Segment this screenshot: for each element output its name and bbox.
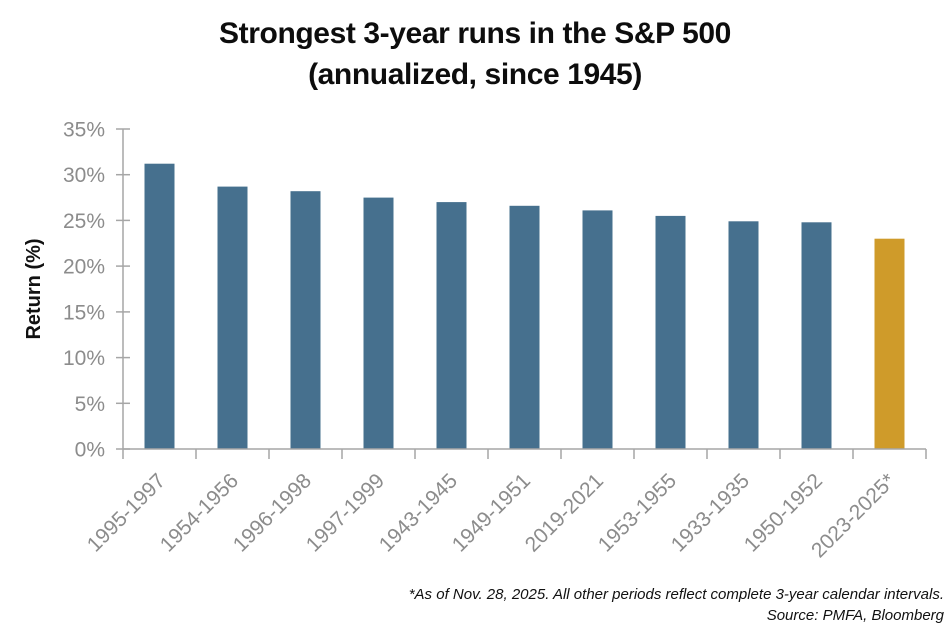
y-tick-label: 0% bbox=[75, 439, 105, 462]
y-tick-label: 10% bbox=[63, 347, 105, 370]
bar-1 bbox=[144, 163, 175, 449]
y-tick-label: 35% bbox=[63, 119, 105, 142]
footnote-line1: *As of Nov. 28, 2025. All other periods … bbox=[408, 586, 944, 603]
chart-title: Strongest 3-year runs in the S&P 500 (an… bbox=[0, 13, 950, 95]
y-tick-label: 5% bbox=[75, 393, 105, 416]
bar-10 bbox=[801, 222, 832, 449]
y-axis-title: Return (%) bbox=[23, 238, 45, 339]
y-tick-label: 20% bbox=[63, 256, 105, 279]
x-tick-label: 2019-2021 bbox=[521, 469, 608, 556]
bar-4 bbox=[363, 197, 394, 449]
bar-8 bbox=[655, 215, 686, 449]
bar-11 bbox=[874, 238, 905, 449]
bar-9 bbox=[728, 221, 759, 449]
source-line: Source: PMFA, Bloomberg bbox=[766, 607, 944, 624]
chart-title-line1: Strongest 3-year runs in the S&P 500 bbox=[219, 17, 731, 50]
x-tick-label: 1997-1999 bbox=[302, 469, 389, 556]
x-tick-label: 1954-1956 bbox=[156, 469, 243, 556]
x-tick-label: 1949-1951 bbox=[448, 469, 535, 556]
bar-6 bbox=[509, 205, 540, 449]
bar-5 bbox=[436, 202, 467, 449]
bar-2 bbox=[217, 186, 248, 449]
x-tick-label: 1933-1935 bbox=[667, 469, 754, 556]
bar-7 bbox=[582, 210, 613, 449]
y-tick-label: 15% bbox=[63, 301, 105, 324]
x-tick-label: 1953-1955 bbox=[594, 469, 681, 556]
y-tick-label: 25% bbox=[63, 210, 105, 233]
x-tick-label: 1995-1997 bbox=[83, 469, 170, 556]
x-tick-label: 1996-1998 bbox=[229, 469, 316, 556]
footnote: *As of Nov. 28, 2025. All other periods … bbox=[409, 584, 944, 626]
bar-3 bbox=[290, 191, 321, 449]
y-tick-label: 30% bbox=[63, 164, 105, 187]
chart-title-line2: (annualized, since 1945) bbox=[308, 58, 642, 91]
x-tick-label: 1943-1945 bbox=[375, 469, 462, 556]
